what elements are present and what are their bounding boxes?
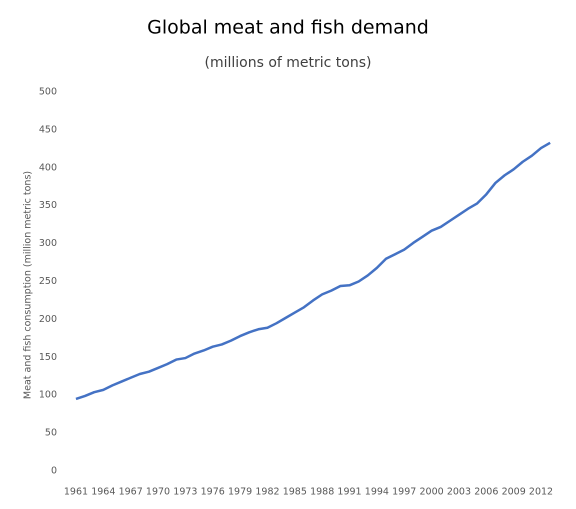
y-tick-label: 300	[39, 238, 57, 249]
x-tick-label: 2009	[502, 487, 526, 498]
x-tick-label: 2003	[447, 487, 471, 498]
y-tick-label: 50	[45, 428, 57, 439]
y-tick-label: 150	[39, 352, 57, 363]
y-tick-label: 400	[39, 162, 57, 173]
chart-subtitle: (millions of metric tons)	[204, 55, 371, 71]
x-tick-label: 1979	[228, 487, 252, 498]
y-tick-label: 450	[39, 124, 57, 135]
x-tick-label: 1985	[283, 487, 307, 498]
x-tick-label: 2012	[529, 487, 553, 498]
x-tick-label: 2000	[420, 487, 444, 498]
x-tick-label: 1970	[146, 487, 170, 498]
y-tick-label: 500	[39, 87, 57, 98]
y-tick-label: 250	[39, 276, 57, 287]
data-line	[75, 141, 551, 401]
x-tick-label: 1964	[91, 487, 115, 498]
y-tick-label: 0	[51, 466, 57, 477]
x-tick-label: 1982	[255, 487, 279, 498]
y-tick-label: 350	[39, 200, 57, 211]
x-tick-label: 1994	[365, 487, 389, 498]
y-axis-label: Meat and fish consumption (million metri…	[23, 171, 34, 399]
x-tick-label: 1973	[173, 487, 197, 498]
x-tick-label: 1976	[201, 487, 225, 498]
x-tick-label: 1997	[392, 487, 416, 498]
x-tick-label: 1991	[337, 487, 361, 498]
x-tick-label: 1961	[64, 487, 88, 498]
x-tick-label: 1967	[119, 487, 143, 498]
y-tick-label: 200	[39, 314, 57, 325]
x-tick-label: 2006	[474, 487, 498, 498]
y-tick-label: 100	[39, 390, 57, 401]
chart-title: Global meat and fish demand	[147, 17, 429, 39]
x-tick-label: 1988	[310, 487, 334, 498]
